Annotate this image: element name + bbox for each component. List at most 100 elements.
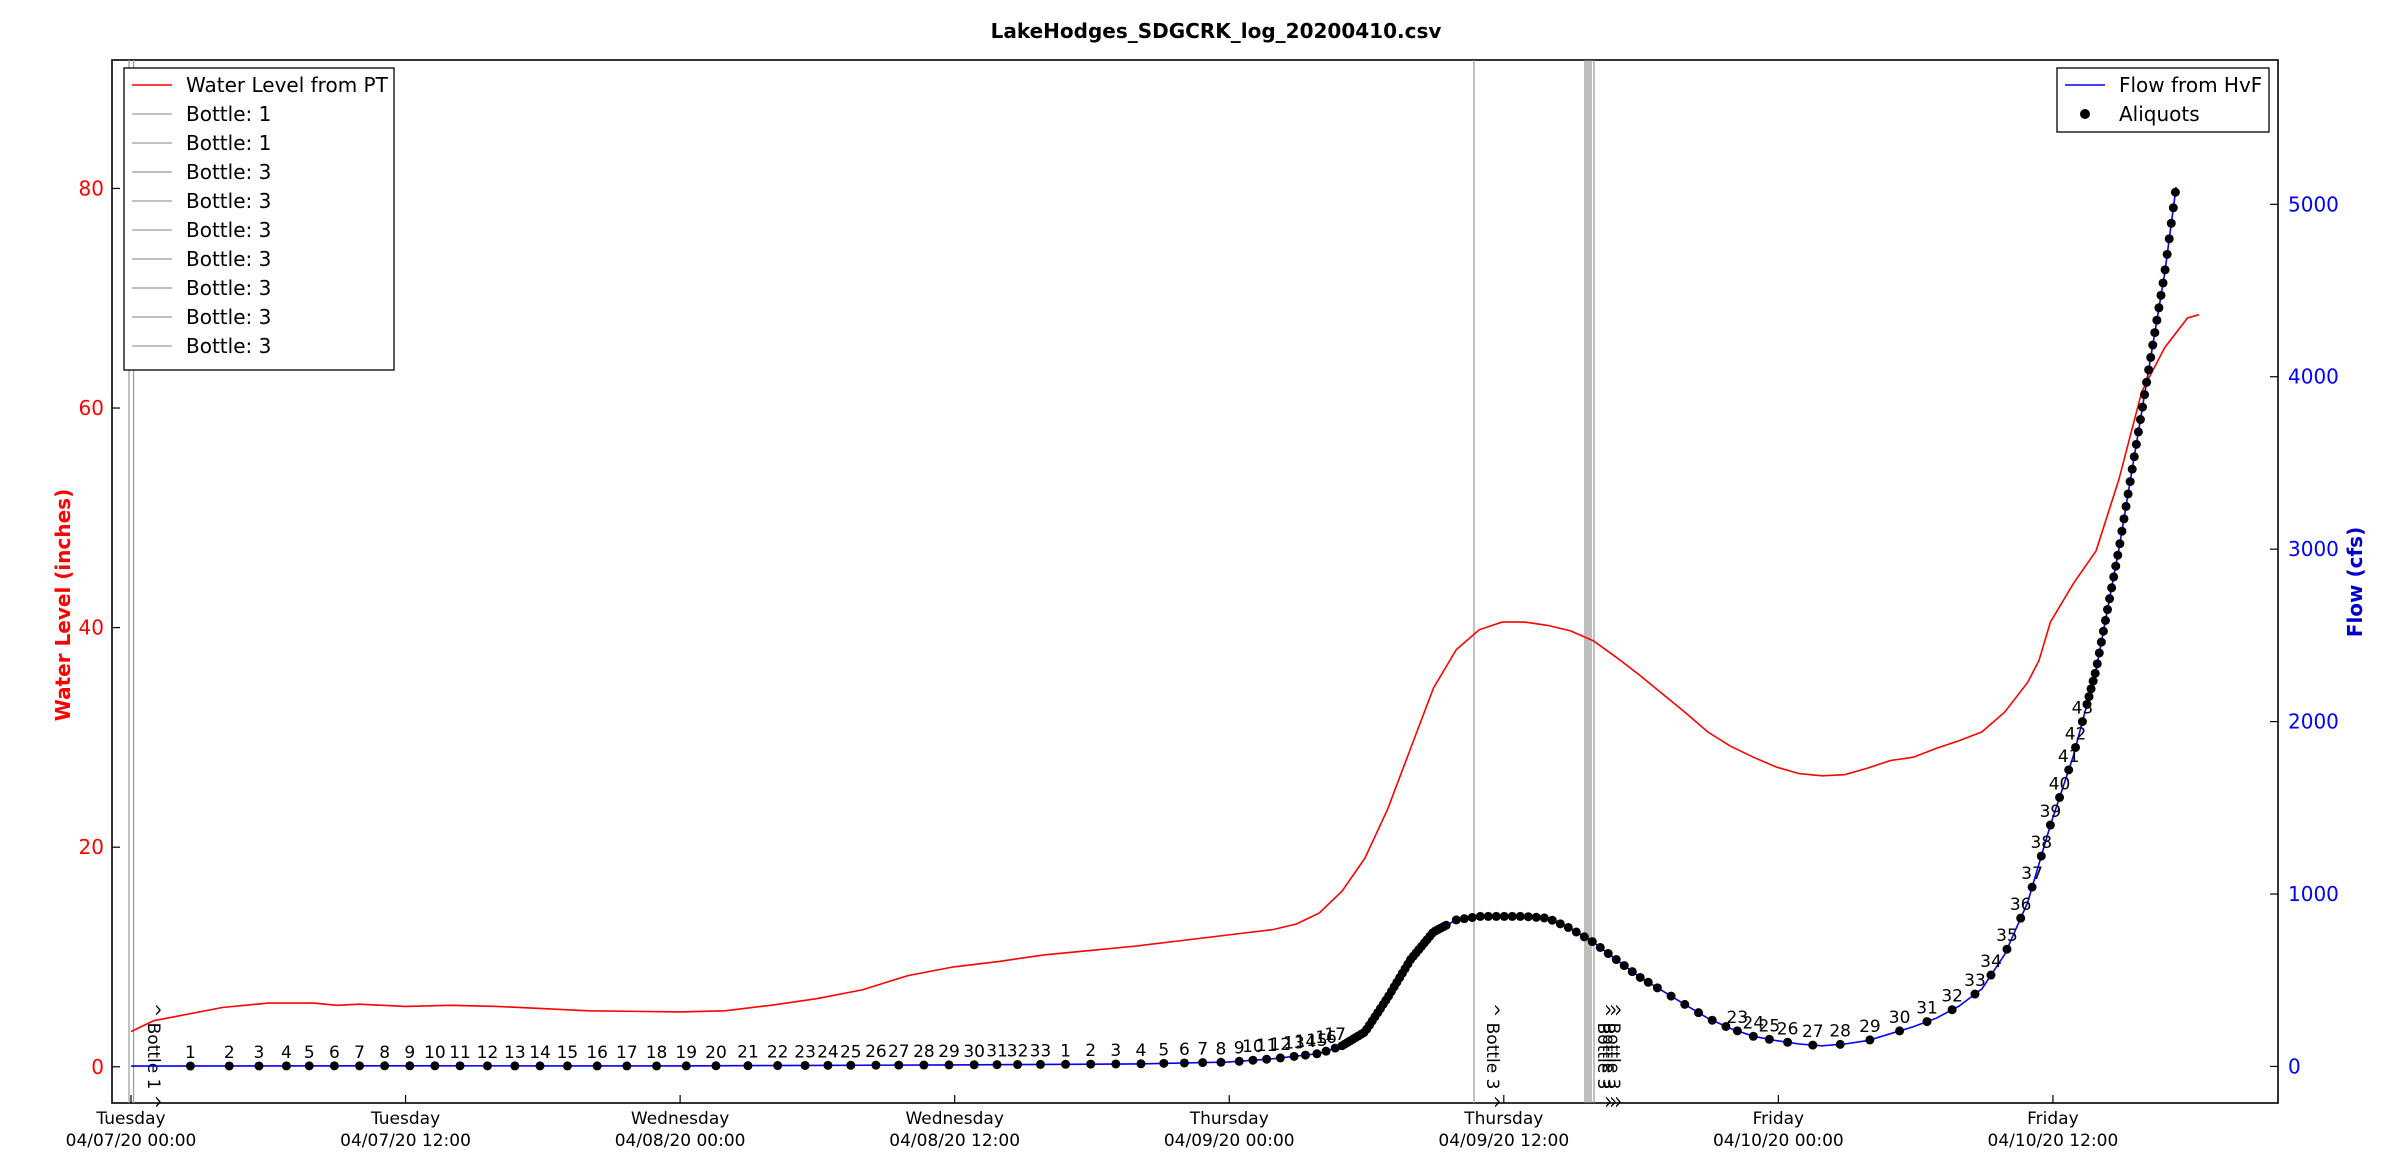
aliquot-point xyxy=(2158,278,2168,288)
y-left-tick-label: 60 xyxy=(79,396,104,420)
aliquot-point xyxy=(1507,911,1517,921)
aliquot-point xyxy=(2133,427,2143,437)
aliquot-point xyxy=(1086,1059,1096,1069)
aliquot-label: 25 xyxy=(840,1042,862,1062)
aliquot-point xyxy=(2148,340,2158,350)
aliquot-point xyxy=(1721,1021,1731,1031)
bottle-marker-label: ^ Bottle 3 ^ xyxy=(1593,1003,1613,1109)
aliquot-point xyxy=(1330,1043,1340,1053)
aliquot-label: 30 xyxy=(1889,1008,1911,1028)
aliquot-point xyxy=(2086,684,2096,694)
aliquot-label: 32 xyxy=(1941,987,1963,1007)
y-right-tick-label: 4000 xyxy=(2288,365,2339,389)
aliquot-point xyxy=(2166,218,2176,228)
aliquot-label: 15 xyxy=(1306,1031,1328,1051)
aliquot-point xyxy=(2152,315,2162,325)
aliquot-point xyxy=(1483,911,1493,921)
aliquot-point xyxy=(224,1061,234,1071)
aliquot-label: 17 xyxy=(1324,1025,1346,1045)
aliquot-label: 6 xyxy=(329,1043,340,1063)
aliquot-point xyxy=(2150,328,2160,338)
plot-area xyxy=(111,59,2279,1104)
legend-left-label: Bottle: 3 xyxy=(186,218,271,242)
aliquot-label: 5 xyxy=(304,1043,315,1063)
y-axis-right-label: Flow (cfs) xyxy=(2343,527,2367,637)
aliquot-point xyxy=(2170,187,2180,197)
y-left-tick-label: 20 xyxy=(79,835,104,859)
aliquot-point xyxy=(1515,911,1525,921)
aliquot-point xyxy=(992,1060,1002,1070)
aliquot-point xyxy=(2082,699,2092,709)
aliquot-point xyxy=(380,1061,390,1071)
aliquot-point xyxy=(1475,911,1485,921)
aliquot-point xyxy=(1783,1037,1793,1047)
aliquot-point xyxy=(1262,1054,1272,1064)
aliquot-point xyxy=(1748,1031,1758,1041)
plot-frame xyxy=(111,59,2279,1104)
aliquot-label: 13 xyxy=(1283,1033,1305,1053)
aliquot-point xyxy=(1587,937,1597,947)
chart-title: LakeHodges_SDGCRK_log_20200410.csv xyxy=(991,19,1442,43)
x-tick-label-day: Friday xyxy=(2027,1109,2079,1129)
aliquot-label: 1 xyxy=(185,1043,196,1063)
aliquot-label: 28 xyxy=(913,1042,935,1062)
aliquot-point xyxy=(1947,1005,1957,1015)
aliquot-point xyxy=(1035,1059,1045,1069)
aliquot-point xyxy=(185,1061,195,1071)
aliquot-point xyxy=(681,1061,691,1071)
aliquot-point xyxy=(2125,477,2135,487)
y-left-tick-label: 40 xyxy=(79,616,104,640)
aliquot-point xyxy=(2131,439,2141,449)
aliquot-label: 13 xyxy=(504,1043,526,1063)
aliquot-point xyxy=(1539,913,1549,923)
water-level-line xyxy=(130,313,2200,1033)
aliquot-point xyxy=(2002,944,2012,954)
bottle-marker-label: ^ Bottle 3 ^ xyxy=(1603,1003,1623,1109)
aliquot-point xyxy=(2084,692,2094,702)
aliquot-label: 26 xyxy=(1777,1019,1799,1039)
aliquot-label: 34 xyxy=(1980,952,2002,972)
x-tick-label-day: Friday xyxy=(1753,1109,1805,1129)
aliquot-label: 31 xyxy=(1916,999,1938,1019)
aliquot-point xyxy=(969,1060,979,1070)
legend-left-label: Bottle: 3 xyxy=(186,334,271,358)
aliquot-point xyxy=(1234,1056,1244,1066)
aliquot-point xyxy=(2094,648,2104,658)
aliquot-label: 27 xyxy=(888,1042,910,1062)
aliquot-label: 20 xyxy=(705,1043,727,1063)
legend-left-label: Bottle: 1 xyxy=(186,102,271,126)
aliquot-point xyxy=(1835,1039,1845,1049)
aliquot-label: 25 xyxy=(1759,1016,1781,1036)
aliquot-label: 3 xyxy=(1110,1041,1121,1061)
aliquot-point xyxy=(2090,668,2100,678)
aliquot-label: 17 xyxy=(616,1043,638,1063)
aliquot-point xyxy=(2160,265,2170,275)
aliquot-label: 24 xyxy=(1743,1013,1765,1033)
aliquot-label: 18 xyxy=(646,1043,668,1063)
aliquot-point xyxy=(894,1060,904,1070)
aliquot-point xyxy=(2115,539,2125,549)
legend-right-box xyxy=(2056,67,2270,133)
aliquot-point xyxy=(2077,717,2087,727)
aliquot-label: 10 xyxy=(1242,1037,1264,1057)
aliquot-point xyxy=(1491,911,1501,921)
aliquot-label: 12 xyxy=(477,1043,499,1063)
aliquot-point xyxy=(1555,919,1565,929)
legend-left-label: Bottle: 3 xyxy=(186,160,271,184)
aliquot-point xyxy=(1136,1059,1146,1069)
aliquot-point xyxy=(2140,390,2150,400)
aliquot-label: 24 xyxy=(817,1042,839,1062)
aliquot-label: 23 xyxy=(794,1042,816,1062)
y-right-tick-label: 2000 xyxy=(2288,710,2339,734)
aliquot-point xyxy=(2111,561,2121,571)
aliquot-point xyxy=(1312,1049,1322,1059)
aliquot-point xyxy=(1579,932,1589,942)
aliquot-label: 42 xyxy=(2065,724,2087,744)
aliquot-point xyxy=(2123,489,2133,499)
aliquot-point xyxy=(304,1061,314,1071)
aliquot-point xyxy=(2168,203,2178,213)
y-right-tick-label: 5000 xyxy=(2288,192,2339,216)
aliquot-label: 38 xyxy=(2030,833,2052,853)
legend-left-label: Bottle: 3 xyxy=(186,247,271,271)
aliquot-label: 26 xyxy=(865,1042,887,1062)
